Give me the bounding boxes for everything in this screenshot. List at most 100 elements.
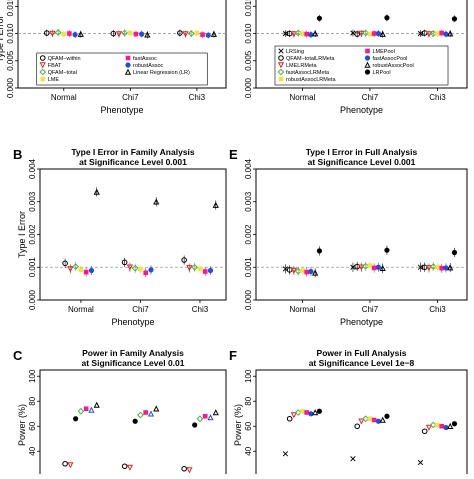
panel-c-ylabel: Power (%) (17, 404, 27, 446)
panel-f-point-b (282, 451, 289, 457)
panel-c-point (93, 401, 100, 408)
panel-c-point (73, 416, 79, 422)
panel-d-point-b (282, 30, 289, 37)
panel-c-point (207, 414, 214, 421)
panel-a-point (205, 32, 211, 38)
panel-b-ylabel: Type I Error (17, 211, 27, 258)
panel-c-point (126, 464, 134, 471)
panel-e (253, 168, 468, 303)
panel-d-xtick-label: Chi7 (362, 93, 379, 102)
panel-c-point (77, 407, 85, 415)
panel-b-ytick-label: 0.000 (28, 289, 37, 310)
panel-d-legend-label: fastAssocLRMeta (286, 70, 330, 76)
panel-e-ytick-label: 0.004 (244, 158, 253, 179)
panel-b-point (186, 265, 193, 272)
panel-e-point (358, 264, 365, 271)
panel-b-point (143, 270, 149, 276)
panel-f-point (435, 422, 440, 428)
panel-a-point (139, 31, 145, 37)
panel-c-point (153, 405, 160, 412)
panel-e-ytick-label: 0.001 (244, 257, 253, 278)
panel-e-ytick-label: 0.003 (244, 191, 253, 212)
panel-d-point (358, 30, 365, 37)
panel-b-point (197, 266, 203, 272)
panel-d-ytick-label: 0.005 (244, 50, 253, 71)
panel-a-ytick-label: 0.015 (6, 0, 15, 16)
panel-b-point (78, 267, 84, 273)
panel-e-xtick-label: Normal (290, 305, 316, 314)
panel-c-point (192, 422, 198, 428)
panel-a-xlabel: Phenotype (100, 105, 143, 115)
panel-b-point (207, 267, 214, 274)
panel-f-point (304, 410, 309, 415)
panel-b-ytick-label: 0.001 (28, 257, 37, 278)
panel-a-point (115, 31, 123, 38)
panel-c-ytick-label: 100 (28, 369, 37, 383)
panel-b-point (148, 267, 154, 273)
panel-b-ytick-label: 0.003 (28, 191, 37, 212)
panel-f-point (294, 409, 302, 416)
panel-b-point (191, 263, 199, 271)
panel-a-point (121, 29, 129, 37)
panel-d-ytick-label: 0.010 (244, 23, 253, 44)
panel-d-legend-label: fastAssocPool (373, 56, 408, 62)
panel-f-point (354, 423, 360, 430)
panel-a-legend-box (36, 52, 208, 86)
panel-f-point (375, 418, 382, 424)
panel-d-point (362, 29, 370, 37)
panel-a-ytick-label: 0.000 (6, 77, 15, 98)
panel-e-point (443, 265, 449, 271)
panel-c-frame (39, 369, 227, 479)
panel-d-point (379, 30, 386, 37)
panel-b-point (181, 257, 187, 263)
panel-d-ytick-label: 0.000 (244, 77, 253, 98)
panel-f-point (362, 415, 370, 423)
panel-c (37, 369, 227, 479)
panel-e-point (429, 263, 437, 271)
panel-d-point (375, 30, 382, 37)
panel-e-ytick-label: 0.000 (244, 289, 253, 310)
panel-b (37, 168, 227, 303)
panel-a-xtick-label: Chi3 (189, 93, 206, 102)
panel-f-point (316, 408, 323, 414)
panel-e-point (375, 264, 382, 270)
panel-a-legend-marker (124, 68, 132, 75)
panel-d-point (290, 31, 298, 38)
panel-d-point (435, 31, 440, 36)
panel-b-point (72, 263, 80, 271)
panel-f-point (358, 418, 365, 425)
panel-a-point (49, 30, 56, 37)
panel-a-ytick-label: 0.010 (6, 23, 15, 44)
panel-d-legend-box (274, 45, 449, 86)
panel-f-point (312, 409, 319, 416)
panel-c-point (137, 411, 144, 419)
panel-e-title-line1: Type I Error in Full Analysis (306, 147, 418, 157)
panel-e-point (300, 268, 305, 273)
panel-f-point (447, 422, 454, 430)
panel-c-point (83, 406, 89, 412)
panel-f-point (439, 423, 445, 429)
panel-c-point (186, 467, 193, 474)
panel-e-xlabel: Phenotype (340, 317, 383, 327)
panel-e-point (304, 269, 309, 275)
panel-d-legend-label: QFAM−totalLRMeta (286, 56, 335, 62)
panel-e-letter: E (229, 147, 238, 162)
panel-f-frame (255, 369, 468, 479)
panel-a-point (61, 31, 67, 37)
panel-d-point-b (350, 30, 356, 36)
panel-f-ytick-label: 80 (244, 396, 253, 405)
panel-b-ytick-label: 0.004 (28, 158, 37, 179)
panel-d-legend-label: LMEPool (373, 49, 395, 55)
panel-d-legend-marker (277, 62, 285, 69)
panel-d-legend-label: robustAssocLRMeta (286, 77, 336, 83)
panel-d-legend-marker-b (278, 48, 284, 54)
panel-f-point-b (350, 456, 356, 462)
panel-e-point-b (417, 264, 424, 270)
panel-f-ytick-label: 60 (244, 421, 253, 430)
panel-b-point (88, 267, 95, 274)
panel-d-point-b (417, 30, 424, 37)
panel-b-point (131, 264, 139, 272)
panel-a-point (133, 31, 139, 37)
panel-e-point (371, 265, 377, 271)
panel-a-point (67, 31, 72, 36)
